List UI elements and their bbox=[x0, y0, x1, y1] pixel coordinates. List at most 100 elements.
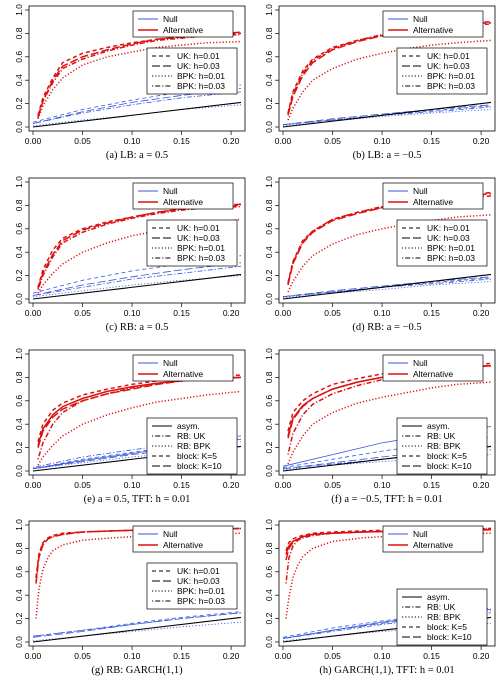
y-tick-label: 1.0 bbox=[14, 176, 24, 188]
legend-label: Null bbox=[413, 358, 428, 368]
null-series-line bbox=[32, 612, 242, 637]
alternative-series-line bbox=[285, 532, 492, 619]
legend-label: Alternative bbox=[163, 197, 203, 207]
chart-panel: 0.00 0.05 0.10 0.15 0.20 0.0 0.2 0.4 0.6 0.8 1.0 Nu… bbox=[264, 519, 496, 676]
legend-box bbox=[132, 354, 234, 382]
legend-label: BPK: h=0.03 bbox=[177, 81, 225, 91]
legend-label: block: K=10 bbox=[427, 461, 472, 471]
chart-panel: 0.00 0.05 0.10 0.15 0.20 0.0 0.2 0.4 0.6 0.8 1.0 Nu… bbox=[14, 348, 246, 505]
null-series-line bbox=[32, 262, 242, 296]
x-tick-label: 0.00 bbox=[275, 651, 292, 661]
legend-box bbox=[382, 10, 484, 38]
reference-line bbox=[32, 101, 242, 128]
alternative-series-line bbox=[287, 214, 492, 293]
y-tick-label: 0.4 bbox=[14, 418, 24, 430]
x-tick-label: 0.10 bbox=[124, 480, 141, 490]
x-tick-label: 0.10 bbox=[124, 651, 141, 661]
legend-label: UK: h=0.01 bbox=[427, 223, 470, 233]
chart-panel: 0.00 0.05 0.10 0.15 0.20 0.0 0.2 0.4 0.6 0.8 1.0 Nu… bbox=[14, 4, 246, 161]
legend-box bbox=[132, 525, 234, 553]
legend-label: BPK: h=0.01 bbox=[427, 71, 475, 81]
y-tick-label: 0.6 bbox=[14, 395, 24, 407]
chart-caption: (h) GARCH(1,1), TFT: h = 0.01 bbox=[319, 665, 454, 676]
y-tick-label: 0.0 bbox=[14, 636, 24, 648]
legend-label: Alternative bbox=[413, 25, 453, 35]
legend-label: UK: h=0.03 bbox=[177, 576, 220, 586]
x-tick-label: 0.05 bbox=[74, 480, 91, 490]
x-tick-label: 0.00 bbox=[25, 651, 42, 661]
chart-caption: (d) RB: a = −0.5 bbox=[352, 322, 421, 333]
legend-label: Alternative bbox=[163, 25, 203, 35]
plot-frame bbox=[28, 349, 246, 476]
legend-box bbox=[382, 182, 484, 210]
x-tick-label: 0.15 bbox=[423, 136, 440, 146]
y-tick-label: 0.2 bbox=[264, 612, 274, 624]
legend-label: RB: BPK bbox=[427, 612, 461, 622]
legend-label: BPK: h=0.03 bbox=[177, 596, 225, 606]
y-tick-label: 0.4 bbox=[14, 589, 24, 601]
x-tick-label: 0.15 bbox=[173, 136, 190, 146]
alternative-series-line bbox=[37, 40, 242, 120]
x-tick-label: 0.20 bbox=[473, 480, 490, 490]
y-tick-label: 0.2 bbox=[264, 269, 274, 281]
plot-frame bbox=[278, 177, 496, 304]
x-tick-label: 0.20 bbox=[223, 651, 240, 661]
legend-label: asym. bbox=[427, 421, 450, 431]
y-tick-label: 0.2 bbox=[14, 97, 24, 109]
x-tick-label: 0.10 bbox=[374, 136, 391, 146]
reference-line bbox=[282, 273, 492, 300]
null-series-line bbox=[32, 612, 242, 638]
y-tick-label: 0.8 bbox=[264, 542, 274, 554]
x-tick-label: 0.20 bbox=[473, 651, 490, 661]
y-tick-label: 0.6 bbox=[14, 51, 24, 63]
chart-caption: (f) a = −0.5, TFT: h = 0.01 bbox=[331, 494, 443, 505]
y-tick-label: 0.8 bbox=[14, 371, 24, 383]
x-tick-label: 0.15 bbox=[423, 651, 440, 661]
x-tick-label: 0.10 bbox=[124, 136, 141, 146]
y-tick-label: 0.6 bbox=[14, 566, 24, 578]
plot-frame bbox=[28, 520, 246, 647]
null-series-line bbox=[32, 104, 242, 127]
chart-caption: (a) LB: a = 0.5 bbox=[106, 150, 168, 161]
legend-label: Alternative bbox=[163, 369, 203, 379]
chart-panel: 0.00 0.05 0.10 0.15 0.20 0.0 0.2 0.4 0.6 0.8 1.0 Nu… bbox=[264, 176, 496, 333]
y-tick-label: 0.6 bbox=[264, 395, 274, 407]
y-tick-label: 0.2 bbox=[14, 441, 24, 453]
legend-label: UK: h=0.01 bbox=[177, 566, 220, 576]
legend-label: UK: h=0.01 bbox=[177, 223, 220, 233]
legend-label: Null bbox=[163, 186, 178, 196]
y-tick-label: 0.2 bbox=[264, 441, 274, 453]
legend-label: Alternative bbox=[413, 197, 453, 207]
y-tick-label: 0.8 bbox=[14, 27, 24, 39]
null-series-line bbox=[32, 611, 242, 637]
chart-caption: (e) a = 0.5, TFT: h = 0.01 bbox=[84, 494, 191, 505]
plot-frame bbox=[28, 177, 246, 304]
legend-label: RB: UK bbox=[427, 431, 456, 441]
chart-caption: (c) RB: a = 0.5 bbox=[106, 322, 169, 333]
legend-label: block: K=10 bbox=[427, 632, 472, 642]
legend-box bbox=[382, 525, 484, 553]
legend-box bbox=[132, 10, 234, 38]
x-tick-label: 0.15 bbox=[173, 480, 190, 490]
reference-line bbox=[32, 616, 242, 643]
y-tick-label: 0.0 bbox=[264, 636, 274, 648]
legend-label: Null bbox=[413, 14, 428, 24]
x-tick-label: 0.10 bbox=[124, 308, 141, 318]
null-series-line bbox=[32, 446, 242, 470]
legend-label: BPK: h=0.01 bbox=[177, 586, 225, 596]
legend-label: block: K=5 bbox=[427, 451, 467, 461]
y-tick-label: 0.8 bbox=[264, 27, 274, 39]
alternative-series-line bbox=[37, 33, 242, 117]
legend-label: Null bbox=[413, 529, 428, 539]
y-tick-label: 0.6 bbox=[264, 51, 274, 63]
x-tick-label: 0.20 bbox=[223, 136, 240, 146]
y-tick-label: 0.0 bbox=[14, 465, 24, 477]
chart-panel: 0.00 0.05 0.10 0.15 0.20 0.0 0.2 0.4 0.6 0.8 1.0 Nu… bbox=[14, 176, 246, 333]
y-tick-label: 0.2 bbox=[14, 269, 24, 281]
